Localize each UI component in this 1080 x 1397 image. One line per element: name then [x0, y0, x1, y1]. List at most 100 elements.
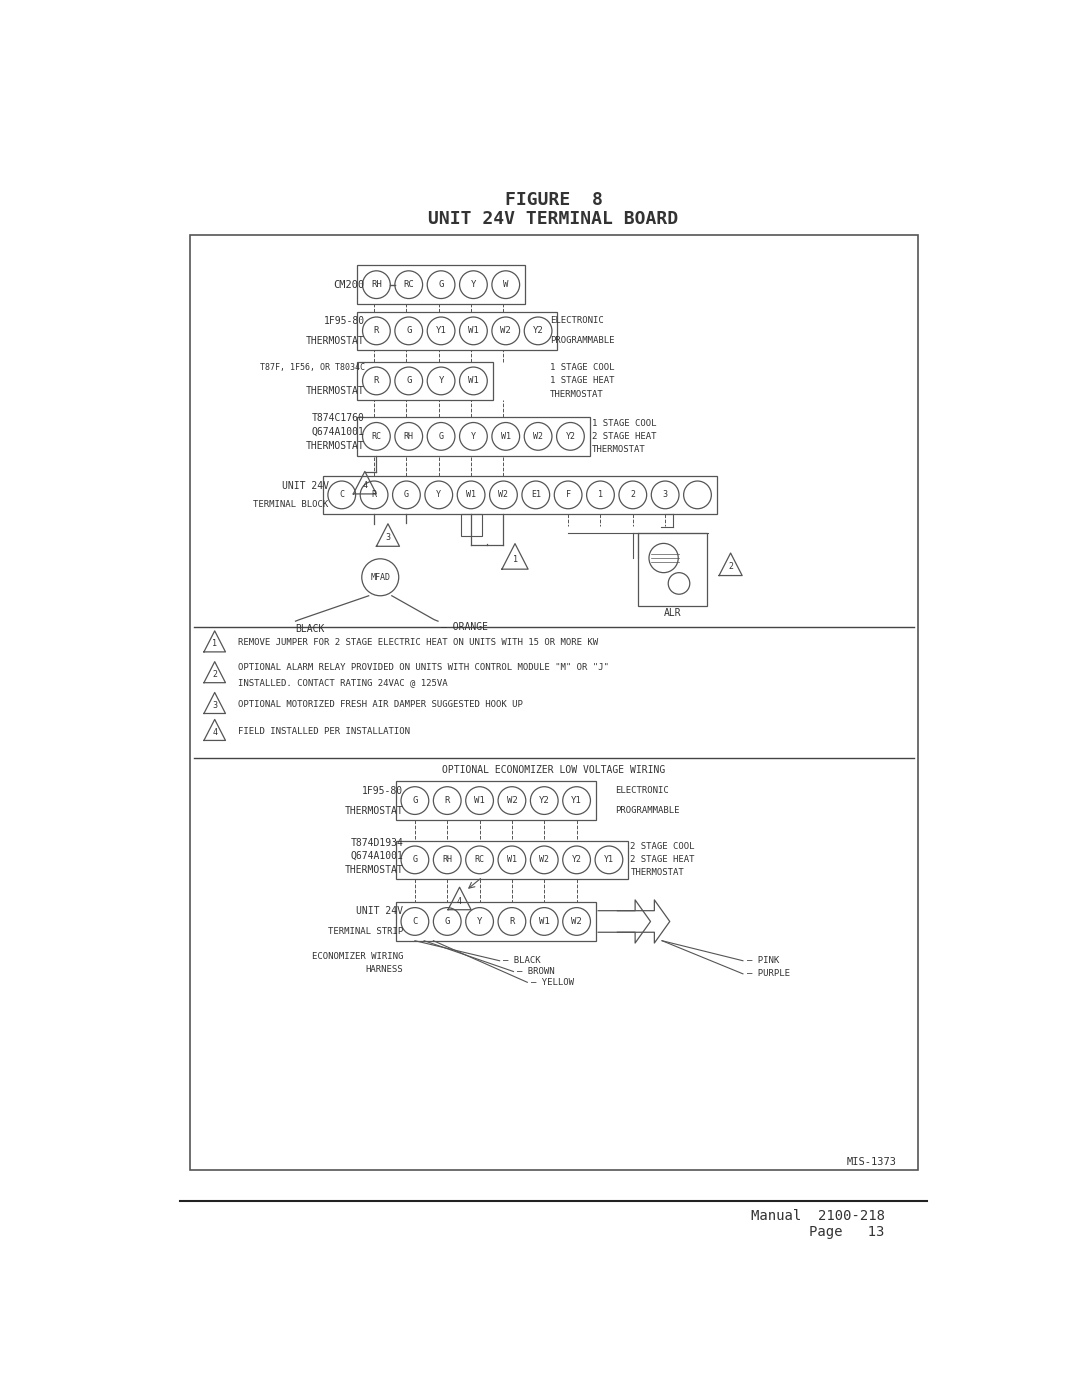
Text: Y: Y — [471, 281, 476, 289]
Text: 4: 4 — [363, 481, 367, 490]
Text: Y2: Y2 — [539, 796, 550, 805]
Text: THERMOSTAT: THERMOSTAT — [345, 865, 403, 875]
Text: W2: W2 — [571, 916, 582, 926]
Text: T87F, 1F56, OR T8034C: T87F, 1F56, OR T8034C — [260, 363, 365, 373]
Bar — [357, 362, 492, 400]
Text: Y1: Y1 — [435, 327, 446, 335]
Text: 2: 2 — [728, 563, 733, 571]
Text: R: R — [374, 376, 379, 386]
Text: PROGRAMMABLE: PROGRAMMABLE — [616, 806, 679, 814]
Text: W1: W1 — [467, 490, 476, 499]
Text: Y2: Y2 — [571, 855, 582, 865]
Text: 2: 2 — [631, 490, 635, 499]
Text: Y1: Y1 — [571, 796, 582, 805]
Text: ELECTRONIC: ELECTRONIC — [616, 787, 669, 795]
Bar — [395, 902, 596, 940]
Text: G: G — [406, 327, 411, 335]
Text: W2: W2 — [500, 327, 511, 335]
Text: Y: Y — [438, 376, 444, 386]
Bar — [638, 532, 707, 606]
Text: W1: W1 — [468, 327, 478, 335]
Text: THERMOSTAT: THERMOSTAT — [592, 446, 646, 454]
Text: E1: E1 — [530, 490, 541, 499]
Text: FIGURE  8: FIGURE 8 — [504, 191, 603, 210]
Text: Page   13: Page 13 — [809, 1225, 885, 1239]
Text: Q674A1001: Q674A1001 — [312, 426, 365, 437]
Text: RH: RH — [372, 281, 381, 289]
Text: T874D1934: T874D1934 — [351, 838, 403, 848]
Text: 2: 2 — [212, 671, 217, 679]
Text: Y1: Y1 — [604, 855, 613, 865]
Text: C: C — [413, 916, 418, 926]
Text: W1: W1 — [474, 796, 485, 805]
Text: Y2: Y2 — [532, 327, 543, 335]
Text: 1: 1 — [598, 490, 603, 499]
Text: Y: Y — [477, 916, 483, 926]
Text: 1F95-80: 1F95-80 — [324, 316, 365, 326]
Text: W2: W2 — [539, 855, 550, 865]
Text: W1: W1 — [468, 376, 478, 386]
Text: CM200: CM200 — [334, 279, 365, 289]
Text: MFAD: MFAD — [370, 573, 390, 581]
Text: PROGRAMMABLE: PROGRAMMABLE — [550, 337, 615, 345]
Bar — [461, 514, 482, 536]
Text: — PURPLE: — PURPLE — [746, 970, 789, 978]
Text: 1: 1 — [513, 555, 517, 564]
Text: T874C1760: T874C1760 — [312, 414, 365, 423]
Text: THERMOSTAT: THERMOSTAT — [550, 390, 604, 398]
Text: R: R — [445, 796, 450, 805]
Bar — [357, 418, 590, 455]
Text: RC: RC — [474, 855, 485, 865]
Text: G: G — [413, 855, 417, 865]
Bar — [357, 312, 557, 351]
Text: 3: 3 — [212, 701, 217, 710]
Text: G: G — [438, 281, 444, 289]
Text: — BROWN: — BROWN — [517, 967, 555, 977]
Text: 2 STAGE HEAT: 2 STAGE HEAT — [631, 855, 696, 865]
Text: ELECTRONIC: ELECTRONIC — [550, 316, 604, 326]
Text: 3: 3 — [386, 534, 391, 542]
Text: OPTIONAL MOTORIZED FRESH AIR DAMPER SUGGESTED HOOK UP: OPTIONAL MOTORIZED FRESH AIR DAMPER SUGG… — [238, 700, 523, 708]
Text: 1: 1 — [212, 640, 217, 648]
Text: 1 STAGE COOL: 1 STAGE COOL — [592, 419, 657, 427]
Text: G: G — [438, 432, 444, 441]
Text: G: G — [413, 796, 418, 805]
Text: F: F — [566, 490, 570, 499]
Text: TERMINAL STRIP: TERMINAL STRIP — [328, 928, 403, 936]
Text: Manual  2100-218: Manual 2100-218 — [751, 1210, 885, 1224]
Text: RH: RH — [442, 855, 453, 865]
Text: Y: Y — [471, 432, 476, 441]
Bar — [357, 265, 525, 305]
Text: THERMOSTAT: THERMOSTAT — [306, 335, 365, 346]
Text: REMOVE JUMPER FOR 2 STAGE ELECTRIC HEAT ON UNITS WITH 15 OR MORE KW: REMOVE JUMPER FOR 2 STAGE ELECTRIC HEAT … — [238, 638, 598, 647]
Text: R: R — [374, 327, 379, 335]
Text: 1F95-80: 1F95-80 — [362, 785, 403, 795]
Text: G: G — [406, 376, 411, 386]
Text: G: G — [404, 490, 409, 499]
Text: HARNESS: HARNESS — [366, 965, 403, 975]
Text: UNIT 24V: UNIT 24V — [356, 907, 403, 916]
Text: 1 STAGE COOL: 1 STAGE COOL — [550, 363, 615, 373]
Text: — PINK: — PINK — [746, 956, 779, 965]
Text: W2: W2 — [507, 796, 517, 805]
Text: W1: W1 — [507, 855, 517, 865]
Text: INSTALLED. CONTACT RATING 24VAC @ 125VA: INSTALLED. CONTACT RATING 24VAC @ 125VA — [238, 679, 447, 687]
Text: THERMOSTAT: THERMOSTAT — [345, 806, 403, 816]
Text: RC: RC — [372, 432, 381, 441]
Text: THERMOSTAT: THERMOSTAT — [306, 441, 365, 451]
Text: — ORANGE: — ORANGE — [441, 622, 488, 633]
Bar — [395, 841, 629, 879]
Bar — [395, 781, 596, 820]
Text: RC: RC — [403, 281, 414, 289]
Text: BLACK: BLACK — [296, 624, 325, 634]
Text: OPTIONAL ALARM RELAY PROVIDED ON UNITS WITH CONTROL MODULE "M" OR "J": OPTIONAL ALARM RELAY PROVIDED ON UNITS W… — [238, 662, 609, 672]
Text: RH: RH — [404, 432, 414, 441]
Text: 1 STAGE HEAT: 1 STAGE HEAT — [550, 376, 615, 386]
Text: UNIT 24V: UNIT 24V — [282, 481, 328, 490]
Text: W2: W2 — [534, 432, 543, 441]
Bar — [323, 475, 717, 514]
Text: 2 STAGE HEAT: 2 STAGE HEAT — [592, 432, 657, 441]
Text: Q674A1001: Q674A1001 — [351, 851, 403, 861]
Text: MIS-1373: MIS-1373 — [846, 1158, 896, 1168]
Text: G: G — [445, 916, 450, 926]
